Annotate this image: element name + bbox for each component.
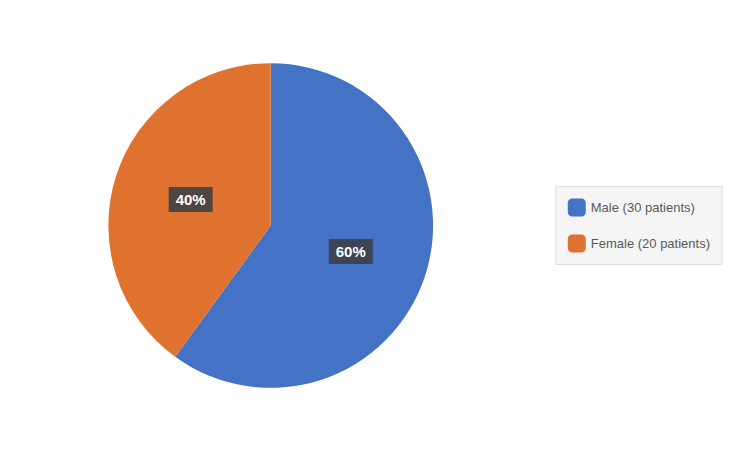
svg-text:Female (20 patients): Female (20 patients) [591,236,710,251]
svg-text:40%: 40% [176,191,206,208]
svg-text:Male (30 patients): Male (30 patients) [591,200,695,215]
svg-text:60%: 60% [336,243,366,260]
